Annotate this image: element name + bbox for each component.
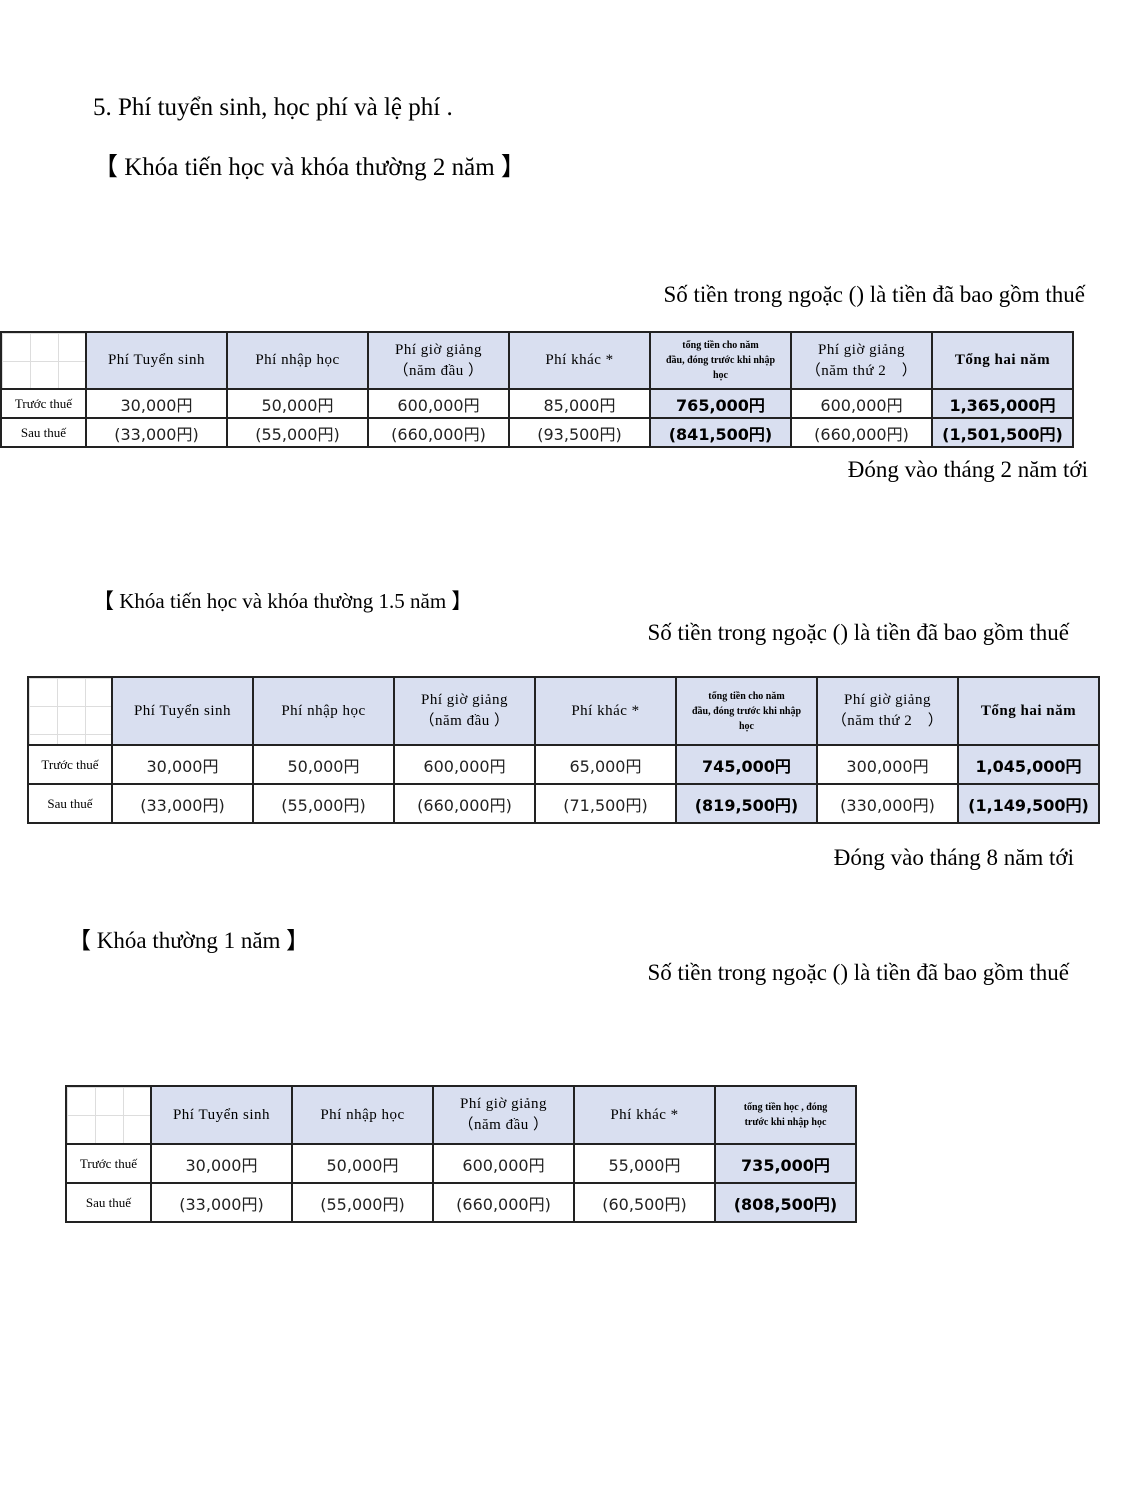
column-header: Tổng hai năm: [957, 676, 1100, 746]
table-row: Trước thuế 30,000円 50,000円 600,000円 55,000円 7…: [65, 1143, 857, 1184]
row-label: Trước thuế: [0, 388, 87, 419]
fee-value: 1,365,000円: [931, 388, 1074, 419]
column-header: Phí giờ giảng （năm đầu ）: [393, 676, 536, 746]
table-2-payment-note: Đóng vào tháng 8 năm tới: [833, 845, 1074, 870]
corner-cell: [27, 676, 113, 746]
column-header: Phí khác *: [573, 1085, 716, 1145]
section-title: 5. Phí tuyển sinh, học phí và lệ phí .: [93, 94, 453, 121]
table-2-tax-note: Số tiền trong ngoặc () là tiền đã bao gồ…: [647, 620, 1069, 645]
column-header: tổng tiền học , đóng trước khi nhập học: [714, 1085, 857, 1145]
table-row: Sau thuế (33,000円) (55,000円) (660,000円) (60,…: [65, 1182, 857, 1223]
row-label: Sau thuế: [27, 783, 113, 824]
fee-value: (33,000円): [85, 417, 228, 448]
column-header: Phí giờ giảng （năm đầu ）: [432, 1085, 575, 1145]
column-header: Phí nhập học: [291, 1085, 434, 1145]
fee-value: 600,000円: [790, 388, 933, 419]
fee-value: (55,000円): [226, 417, 369, 448]
table-row: Sau thuế (33,000円) (55,000円) (660,000円) (93,…: [0, 417, 1074, 448]
fee-value: 735,000円: [714, 1143, 857, 1184]
table-row: Trước thuế 30,000円 50,000円 600,000円 65,000円 7…: [27, 744, 1100, 785]
column-header: Phí nhập học: [252, 676, 395, 746]
fee-value: 600,000円: [432, 1143, 575, 1184]
column-header: tổng tiền cho năm đầu, đóng trước khi nh…: [675, 676, 818, 746]
fee-table-2-year: Phí Tuyển sinh Phí nhập học Phí giờ giảng …: [0, 331, 1074, 448]
fee-value: 65,000円: [534, 744, 677, 785]
fee-value: 745,000円: [675, 744, 818, 785]
fee-value: 600,000円: [367, 388, 510, 419]
fee-value: 600,000円: [393, 744, 536, 785]
column-header: Phí giờ giảng （năm thứ 2 ）: [816, 676, 959, 746]
fee-value: (660,000円): [367, 417, 510, 448]
column-header: Phí giờ giảng （năm đầu ）: [367, 331, 510, 390]
column-header: Phí Tuyển sinh: [111, 676, 254, 746]
column-header: Phí Tuyển sinh: [85, 331, 228, 390]
corner-cell: [65, 1085, 152, 1145]
fee-value: 55,000円: [573, 1143, 716, 1184]
fee-value: (819,500円): [675, 783, 818, 824]
fee-value: (660,000円): [393, 783, 536, 824]
fee-value: (33,000円): [111, 783, 254, 824]
row-label: Sau thuế: [0, 417, 87, 448]
fee-value: (808,500円): [714, 1182, 857, 1223]
fee-value: 30,000円: [111, 744, 254, 785]
fee-value: 50,000円: [291, 1143, 434, 1184]
column-header: Phí giờ giảng （năm thứ 2 ）: [790, 331, 933, 390]
fee-value: (55,000円): [291, 1182, 434, 1223]
fee-value: (55,000円): [252, 783, 395, 824]
row-label: Sau thuế: [65, 1182, 152, 1223]
fee-value: 30,000円: [150, 1143, 293, 1184]
table-row: Sau thuế (33,000円) (55,000円) (660,000円) (71,…: [27, 783, 1100, 824]
column-header: Phí khác *: [534, 676, 677, 746]
fee-value: (71,500円): [534, 783, 677, 824]
table-1-payment-note: Đóng vào tháng 2 năm tới: [847, 457, 1088, 482]
fee-value: (93,500円): [508, 417, 651, 448]
fee-value: (1,501,500円): [931, 417, 1074, 448]
fee-value: (841,500円): [649, 417, 792, 448]
fee-value: (660,000円): [432, 1182, 575, 1223]
fee-table-1-5-year: Phí Tuyển sinh Phí nhập học Phí giờ giảng …: [27, 676, 1100, 824]
table-2-heading: 【 Khóa tiến học và khóa thường 1.5 năm 】: [93, 589, 473, 613]
table-row: Trước thuế 30,000円 50,000円 600,000円 85,000円 7…: [0, 388, 1074, 419]
fee-value: 765,000円: [649, 388, 792, 419]
fee-value: (1,149,500円): [957, 783, 1100, 824]
fee-value: (33,000円): [150, 1182, 293, 1223]
table-3-tax-note: Số tiền trong ngoặc () là tiền đã bao gồ…: [647, 960, 1069, 985]
table-1-tax-note: Số tiền trong ngoặc () là tiền đã bao gồ…: [663, 282, 1085, 307]
fee-value: 85,000円: [508, 388, 651, 419]
table-1-heading: 【 Khóa tiến học và khóa thường 2 năm 】: [93, 154, 526, 181]
corner-cell: [0, 331, 87, 390]
fee-value: (660,000円): [790, 417, 933, 448]
column-header: Phí nhập học: [226, 331, 369, 390]
row-label: Trước thuế: [65, 1143, 152, 1184]
fee-value: 30,000円: [85, 388, 228, 419]
fee-value: 50,000円: [226, 388, 369, 419]
fee-table-1-year: Phí Tuyển sinh Phí nhập học Phí giờ giảng …: [65, 1085, 857, 1223]
column-header: tổng tiền cho năm đầu, đóng trước khi nh…: [649, 331, 792, 390]
fee-value: (330,000円): [816, 783, 959, 824]
column-header: Phí Tuyển sinh: [150, 1085, 293, 1145]
table-3-heading: 【 Khóa thường 1 năm 】: [68, 928, 310, 953]
column-header: Tổng hai năm: [931, 331, 1074, 390]
column-header: Phí khác *: [508, 331, 651, 390]
row-label: Trước thuế: [27, 744, 113, 785]
fee-value: 300,000円: [816, 744, 959, 785]
fee-value: 50,000円: [252, 744, 395, 785]
fee-value: (60,500円): [573, 1182, 716, 1223]
fee-value: 1,045,000円: [957, 744, 1100, 785]
